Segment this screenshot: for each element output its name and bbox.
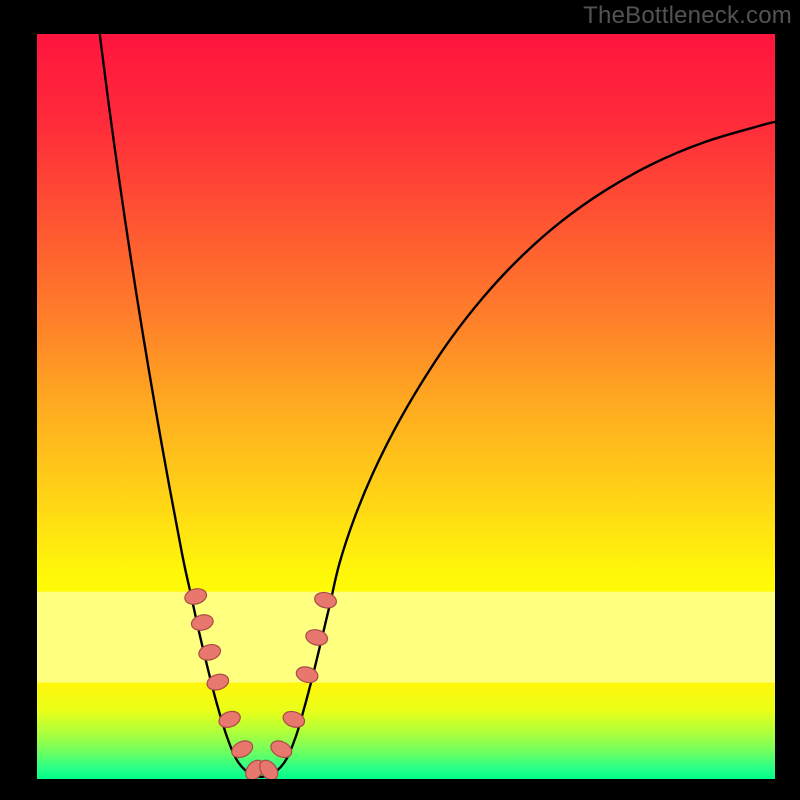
data-marker bbox=[268, 738, 294, 761]
data-marker bbox=[217, 709, 243, 731]
data-marker bbox=[183, 586, 208, 606]
data-marker bbox=[190, 613, 215, 633]
plot-area bbox=[37, 34, 775, 779]
data-marker bbox=[229, 738, 255, 761]
bottleneck-curve bbox=[100, 34, 775, 777]
curve-layer bbox=[37, 34, 775, 779]
data-marker bbox=[304, 628, 329, 648]
data-marker bbox=[313, 590, 338, 610]
chart-stage: TheBottleneck.com bbox=[0, 0, 800, 800]
watermark-text: TheBottleneck.com bbox=[583, 2, 792, 30]
marker-group bbox=[183, 586, 338, 779]
data-marker bbox=[197, 642, 222, 662]
